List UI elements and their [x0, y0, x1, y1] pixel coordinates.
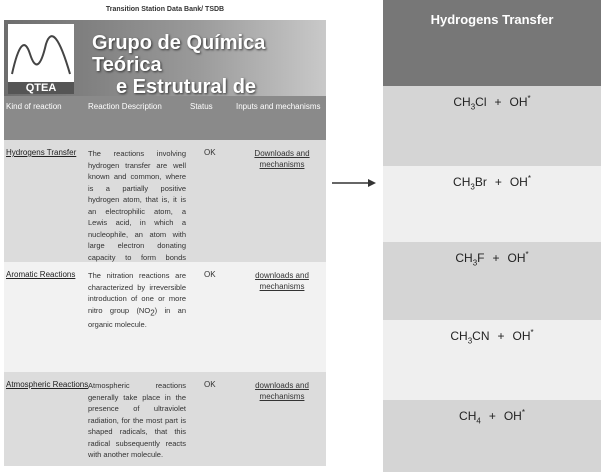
reaction-band: CH3F + OH*: [383, 242, 601, 320]
description-text: ) in an organic molecule.: [88, 305, 186, 329]
formula-part: 4: [476, 416, 481, 426]
reaction-description: The reactions involving hydrogen transfe…: [88, 148, 186, 275]
status: OK: [204, 380, 216, 389]
formula-part: *: [527, 174, 531, 183]
page-title: Transition Station Data Bank/ TSDB: [105, 6, 225, 13]
formula-part: F: [477, 251, 485, 265]
formula-part: 3: [467, 336, 473, 346]
panel-title: Hydrogens Transfer: [383, 0, 601, 86]
column-header: Kind of reaction: [6, 102, 62, 111]
formula-part: Cl: [475, 95, 487, 109]
operator: +: [494, 95, 502, 109]
banner-title-line: Grupo de Química Teórica: [92, 32, 266, 76]
reaction-formula: CH3Br + OH*: [383, 174, 601, 191]
reaction-panel: Hydrogens Transfer CH3Cl + OH* CH3Br + OH* CH3…: [383, 0, 601, 472]
table-row: Atmospheric Reactions Atmospheric reactio…: [4, 372, 326, 466]
operator: +: [492, 251, 500, 265]
formula-part: 3: [470, 182, 475, 192]
column-header: Status: [190, 102, 213, 111]
formula-part: *: [527, 94, 531, 103]
formula-part: *: [530, 328, 534, 337]
logo: QTEA: [8, 24, 74, 94]
table-row: Aromatic Reactions The nitration reaction…: [4, 262, 326, 372]
reaction-kind[interactable]: Hydrogens Transfer: [6, 148, 77, 157]
table-row: Hydrogens Transfer The reactions involvin…: [4, 140, 326, 273]
download-link[interactable]: downloads and mechanisms: [255, 271, 309, 291]
reaction-kind[interactable]: Atmospheric Reactions: [6, 380, 89, 389]
logo-graphic: [11, 35, 71, 75]
description-text: Atmospheric reactions generally take pla…: [88, 381, 186, 459]
column-header: Reaction Description: [88, 102, 162, 111]
formula-part: 3: [470, 102, 476, 112]
formula-part: OH: [512, 329, 531, 343]
reaction-band: CH4 + OH*: [383, 400, 601, 472]
arrow: [332, 179, 376, 187]
logo-text: QTEA: [8, 82, 74, 94]
column-header: Inputs and mechanisms: [236, 102, 321, 111]
reaction-band: CH3Br + OH*: [383, 166, 601, 242]
formula-part: CH: [450, 329, 468, 343]
reaction-band: CH3CN + OH*: [383, 320, 601, 400]
formula-part: CN: [472, 329, 490, 343]
formula-part: Br: [474, 175, 487, 189]
download-link[interactable]: Downloads and mechanisms: [254, 149, 310, 169]
operator: +: [497, 329, 505, 343]
formula-part: OH: [509, 95, 528, 109]
description-text: The nitration reactions are characterize…: [88, 271, 186, 315]
operator: +: [488, 409, 496, 423]
download-link[interactable]: downloads and mechanisms: [255, 381, 309, 401]
reaction-band: CH3Cl + OH*: [383, 86, 601, 166]
formula-part: CH: [455, 251, 473, 265]
description-text: The reactions involving hydrogen transfe…: [88, 149, 186, 273]
operator: +: [494, 175, 502, 189]
formula-part: OH: [507, 251, 526, 265]
reaction-formula: CH3CN + OH*: [383, 328, 601, 345]
formula-part: *: [525, 250, 529, 259]
status: OK: [204, 148, 216, 157]
formula-part: *: [521, 408, 525, 417]
reaction-formula: CH3F + OH*: [383, 250, 601, 267]
formula-part: 3: [472, 258, 478, 268]
reaction-formula: CH3Cl + OH*: [383, 94, 601, 111]
formula-part: CH: [453, 175, 471, 189]
reaction-kind[interactable]: Aromatic Reactions: [6, 270, 76, 279]
reaction-description: The nitration reactions are characterize…: [88, 270, 186, 330]
banner: QTEA Grupo de Química Teórica e Estrutur…: [4, 20, 326, 120]
description-text: 2: [150, 308, 155, 317]
formula-part: OH: [509, 175, 528, 189]
formula-part: OH: [503, 409, 522, 423]
status: OK: [204, 270, 216, 279]
formula-part: CH: [459, 409, 477, 423]
reaction-description: Atmospheric reactions generally take pla…: [88, 380, 186, 461]
formula-part: CH: [453, 95, 471, 109]
reaction-formula: CH4 + OH*: [383, 408, 601, 425]
table-header: Kind of reaction Reaction Description St…: [4, 96, 326, 140]
